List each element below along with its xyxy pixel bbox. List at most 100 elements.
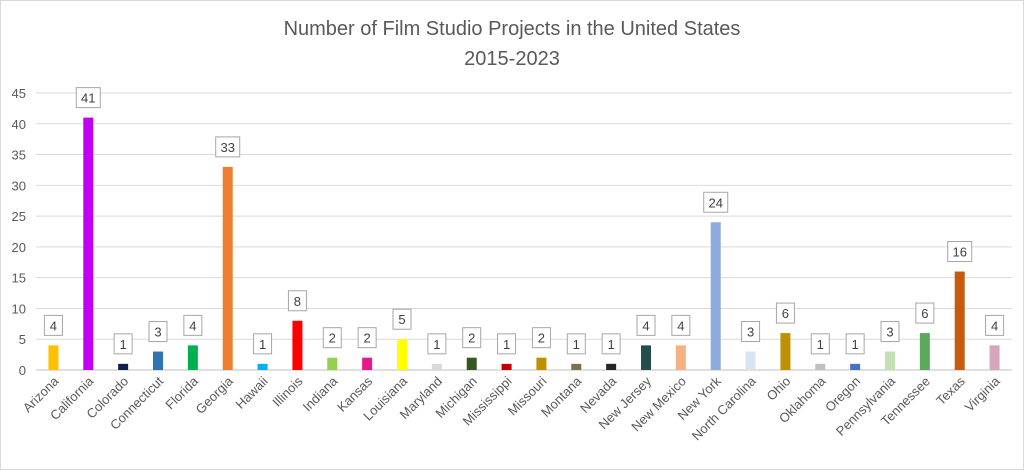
data-label: 4: [50, 318, 57, 333]
bar: [257, 363, 268, 370]
bar: [919, 333, 930, 370]
chart-subtitle: 2015-2023: [464, 48, 560, 70]
x-tick-label: Georgia: [193, 373, 237, 417]
y-tick-label: 40: [12, 117, 26, 132]
y-axis-ticks: 0 5 10 15 20 25 30 35 40 45: [12, 86, 26, 378]
data-label: 1: [503, 337, 510, 352]
data-label: 1: [120, 337, 127, 352]
x-tick-label: Hawaii: [232, 373, 270, 411]
y-tick-label: 10: [12, 301, 26, 316]
data-label-box: [215, 136, 241, 158]
data-label-box: [636, 314, 656, 336]
data-label-box: [287, 290, 307, 312]
data-label-box: [43, 314, 63, 336]
data-label-box: [947, 241, 973, 263]
x-tick-label: Indiana: [300, 373, 341, 414]
data-label-box: [601, 333, 621, 355]
data-label-box: [671, 314, 691, 336]
data-label-box: [810, 333, 830, 355]
y-tick-label: 30: [12, 178, 26, 193]
data-label: 2: [538, 331, 545, 346]
data-label-box: [703, 191, 729, 213]
bar: [780, 333, 791, 370]
data-label-box: [322, 327, 342, 349]
data-label-box: [113, 333, 133, 355]
data-label: 16: [952, 245, 966, 260]
bars: [48, 117, 1000, 370]
bar: [536, 357, 547, 370]
data-label-box: [915, 302, 935, 324]
chart-title-block: Number of Film Studio Projects in the Un…: [0, 14, 1024, 74]
y-tick-label: 0: [19, 363, 26, 378]
bar: [571, 363, 582, 370]
bar: [850, 363, 861, 370]
bar: [397, 339, 407, 370]
data-label: 1: [817, 337, 824, 352]
data-label: 2: [364, 331, 371, 346]
data-label: 1: [573, 337, 580, 352]
data-label-box: [880, 321, 900, 343]
data-label-box: [183, 314, 203, 336]
gridlines: [36, 92, 1012, 371]
data-label-box: [985, 314, 1005, 336]
data-label: 3: [747, 325, 754, 340]
data-label: 4: [642, 318, 649, 333]
data-label-box: [566, 333, 586, 355]
bar: [292, 320, 303, 370]
data-label-box: [497, 333, 517, 355]
bar: [431, 363, 442, 370]
data-label-box: [531, 327, 551, 349]
chart-title: Number of Film Studio Projects in the Un…: [283, 18, 741, 40]
data-label: 4: [991, 318, 998, 333]
bar: [83, 117, 94, 370]
x-tick-label: Virginia: [962, 373, 1004, 415]
y-tick-label: 15: [12, 271, 26, 286]
data-label-box: [357, 327, 377, 349]
data-label: 3: [886, 325, 893, 340]
data-label-box: [775, 302, 795, 324]
bar: [710, 222, 721, 370]
bar: [606, 363, 617, 370]
x-tick-label: Ohio: [764, 374, 794, 404]
data-label: 1: [852, 337, 859, 352]
data-label-box: [75, 87, 101, 109]
bar: [885, 351, 895, 370]
y-tick-label: 5: [19, 332, 26, 347]
data-label: 2: [468, 331, 475, 346]
bar: [501, 363, 512, 370]
data-label: 6: [921, 306, 928, 321]
data-label: 5: [398, 312, 405, 327]
data-label-box: [392, 308, 412, 330]
data-label: 1: [608, 337, 615, 352]
data-label: 6: [782, 306, 789, 321]
bar: [118, 363, 129, 370]
data-label: 3: [154, 325, 161, 340]
y-tick-label: 25: [12, 209, 26, 224]
bar: [48, 345, 59, 370]
data-label: 1: [259, 337, 266, 352]
data-label-box: [427, 333, 447, 355]
data-label-box: [253, 333, 273, 355]
y-tick-label: 35: [12, 148, 26, 163]
data-label: 1: [433, 337, 440, 352]
data-label-box: [845, 333, 865, 355]
bar: [745, 351, 756, 370]
bar: [989, 345, 1000, 370]
data-label: 2: [329, 331, 336, 346]
data-label: 41: [81, 91, 95, 106]
bar: [362, 357, 373, 370]
bar: [327, 357, 338, 370]
data-label: 8: [294, 294, 301, 309]
bar: [675, 345, 686, 370]
bar: [641, 345, 651, 370]
data-label: 4: [189, 318, 196, 333]
bar: [954, 271, 965, 370]
y-tick-label: 45: [12, 86, 26, 101]
bar: [187, 345, 198, 370]
y-tick-label: 20: [12, 240, 26, 255]
data-label-box: [462, 327, 482, 349]
data-label-box: [741, 321, 761, 343]
bar: [153, 351, 163, 370]
x-axis-categories: ArizonaCaliforniaColoradoConnecticutFlor…: [20, 373, 1003, 443]
